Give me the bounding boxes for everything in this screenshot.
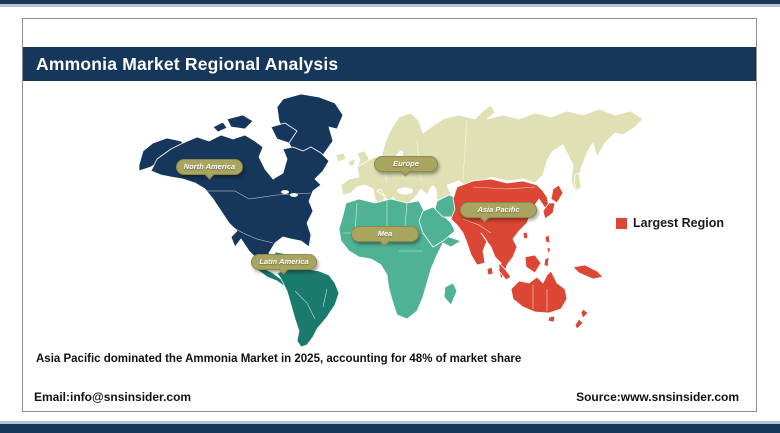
world-map	[87, 91, 667, 353]
hudson-bay	[267, 158, 277, 172]
australia-shape	[510, 270, 568, 314]
tooltip-europe-label: Europe	[393, 159, 419, 168]
arctic-island-2	[270, 122, 298, 144]
south-america-shape	[276, 266, 340, 348]
great-lake-1	[281, 190, 289, 194]
bottom-accent-line	[0, 421, 780, 424]
tooltip-north-america-label: North America	[183, 162, 236, 171]
region-north-america[interactable]	[138, 93, 344, 268]
footer-source: Source:www.snsinsider.com	[576, 390, 739, 404]
north-america-mainland	[150, 134, 330, 268]
legend-label: Largest Region	[633, 216, 724, 230]
report-panel: Ammonia Market Regional Analysis	[22, 18, 757, 412]
top-accent-line	[0, 4, 780, 7]
tooltip-mea: Mea	[351, 226, 419, 247]
tooltip-asia-pacific: Asia Pacific	[460, 202, 537, 223]
bottom-bar	[0, 424, 780, 433]
tooltip-europe: Europe	[374, 156, 438, 177]
caspian-sea	[429, 186, 437, 204]
legend: Largest Region	[616, 216, 724, 230]
sakhalin-shape	[573, 172, 582, 192]
japan-north-shape	[550, 184, 564, 204]
tooltip-mea-label: Mea	[377, 229, 393, 238]
region-mea[interactable]	[338, 194, 462, 320]
nz-south-shape	[574, 318, 584, 330]
sumatra-shape	[498, 262, 512, 281]
taiwan-shape	[522, 231, 529, 240]
tasmania-shape	[547, 315, 556, 323]
sri-lanka-shape	[486, 266, 494, 276]
tooltip-north-america: North America	[176, 159, 243, 180]
iceland-shape	[335, 152, 347, 163]
madagascar-shape	[443, 282, 458, 306]
title-bar: Ammonia Market Regional Analysis	[23, 47, 756, 81]
new-guinea-shape	[572, 264, 604, 280]
sulawesi-shape	[543, 256, 550, 268]
tooltip-latin-america: Latin America	[251, 254, 317, 275]
footer-email: Email:info@snsinsider.com	[34, 390, 192, 404]
caption-text: Asia Pacific dominated the Ammonia Marke…	[36, 353, 522, 365]
page-title: Ammonia Market Regional Analysis	[36, 53, 339, 74]
legend-swatch	[616, 217, 627, 229]
arctic-island-3	[212, 121, 228, 133]
philippines-2	[546, 246, 552, 255]
borneo-shape	[524, 254, 542, 274]
tooltip-latin-america-label: Latin America	[259, 257, 309, 266]
arctic-island-1	[226, 114, 254, 130]
top-bar	[0, 0, 780, 4]
nz-north-shape	[580, 308, 589, 319]
ireland-shape	[347, 158, 356, 167]
philippines-1	[544, 234, 551, 244]
japan-south-shape	[542, 202, 556, 220]
tooltip-asia-pacific-label: Asia Pacific	[477, 205, 520, 214]
inland-seas	[267, 150, 437, 204]
black-sea	[397, 187, 413, 195]
